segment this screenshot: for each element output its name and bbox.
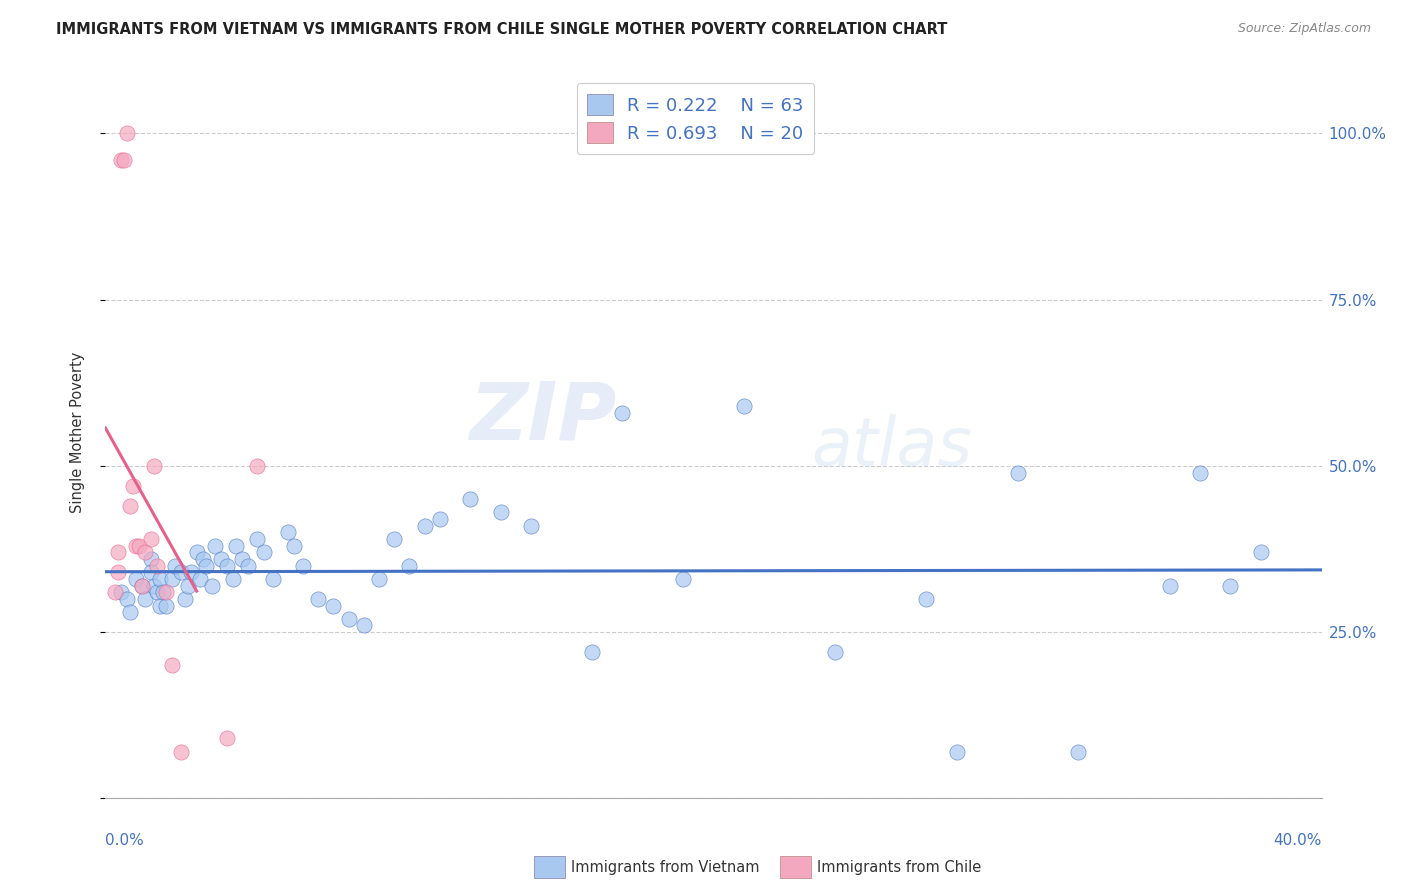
Point — [170, 745, 193, 759]
Point — [115, 591, 138, 606]
Point — [733, 399, 755, 413]
Point — [118, 499, 141, 513]
Point — [139, 566, 162, 580]
Point — [188, 572, 211, 586]
Point — [520, 518, 543, 533]
Point — [107, 545, 129, 559]
Point — [155, 599, 177, 613]
Point — [612, 406, 634, 420]
Point — [368, 572, 391, 586]
Point — [112, 153, 135, 167]
Point — [194, 558, 217, 573]
Point — [180, 566, 202, 580]
Point — [1250, 545, 1272, 559]
Point — [165, 558, 187, 573]
Point — [131, 578, 153, 592]
Point — [262, 572, 284, 586]
Text: IMMIGRANTS FROM VIETNAM VS IMMIGRANTS FROM CHILE SINGLE MOTHER POVERTY CORRELATI: IMMIGRANTS FROM VIETNAM VS IMMIGRANTS FR… — [56, 22, 948, 37]
Point — [162, 572, 184, 586]
Point — [217, 731, 239, 746]
Point — [283, 539, 305, 553]
Point — [134, 545, 156, 559]
Text: Source: ZipAtlas.com: Source: ZipAtlas.com — [1237, 22, 1371, 36]
Point — [209, 552, 232, 566]
Point — [143, 458, 166, 473]
Point — [170, 566, 193, 580]
Point — [945, 745, 967, 759]
Point — [143, 578, 166, 592]
Point — [824, 645, 846, 659]
Point — [121, 479, 143, 493]
Point — [110, 585, 132, 599]
Text: ZIP: ZIP — [468, 379, 616, 457]
Point — [246, 532, 269, 546]
Point — [115, 127, 138, 141]
Point — [125, 572, 148, 586]
Point — [204, 539, 226, 553]
Point — [176, 578, 198, 592]
Point — [915, 591, 938, 606]
Point — [398, 558, 420, 573]
Text: Immigrants from Vietnam: Immigrants from Vietnam — [571, 860, 759, 874]
Text: 0.0%: 0.0% — [105, 833, 145, 847]
Point — [125, 539, 148, 553]
Point — [252, 545, 274, 559]
Text: Immigrants from Chile: Immigrants from Chile — [817, 860, 981, 874]
Point — [222, 572, 245, 586]
Point — [110, 153, 132, 167]
Point — [128, 539, 150, 553]
Point — [149, 572, 172, 586]
Point — [139, 552, 162, 566]
Point — [155, 585, 177, 599]
Point — [1159, 578, 1181, 592]
Point — [173, 591, 195, 606]
Text: 40.0%: 40.0% — [1274, 833, 1322, 847]
Point — [225, 539, 247, 553]
Point — [489, 505, 512, 519]
Point — [1188, 466, 1211, 480]
Point — [107, 566, 129, 580]
Point — [1067, 745, 1090, 759]
Point — [382, 532, 405, 546]
Point — [152, 585, 174, 599]
Point — [146, 558, 169, 573]
Point — [337, 612, 360, 626]
Point — [458, 492, 481, 507]
Point — [307, 591, 329, 606]
Point — [139, 532, 162, 546]
Point — [581, 645, 603, 659]
Point — [118, 605, 141, 619]
Point — [103, 585, 125, 599]
Point — [201, 578, 224, 592]
Point — [149, 599, 172, 613]
Point — [231, 552, 253, 566]
Point — [246, 458, 269, 473]
Point — [131, 578, 153, 592]
Point — [162, 658, 184, 673]
Point — [277, 525, 299, 540]
Point — [238, 558, 260, 573]
Point — [186, 545, 208, 559]
Point — [217, 558, 239, 573]
Point — [1007, 466, 1029, 480]
Point — [322, 599, 344, 613]
Point — [191, 552, 214, 566]
Point — [1219, 578, 1241, 592]
Point — [353, 618, 375, 632]
Point — [146, 585, 169, 599]
Y-axis label: Single Mother Poverty: Single Mother Poverty — [70, 352, 84, 513]
Point — [672, 572, 695, 586]
Point — [429, 512, 451, 526]
Point — [292, 558, 315, 573]
Point — [134, 591, 156, 606]
Point — [413, 518, 436, 533]
Legend: R = 0.222    N = 63, R = 0.693    N = 20: R = 0.222 N = 63, R = 0.693 N = 20 — [576, 83, 814, 153]
Text: atlas: atlas — [811, 414, 972, 480]
